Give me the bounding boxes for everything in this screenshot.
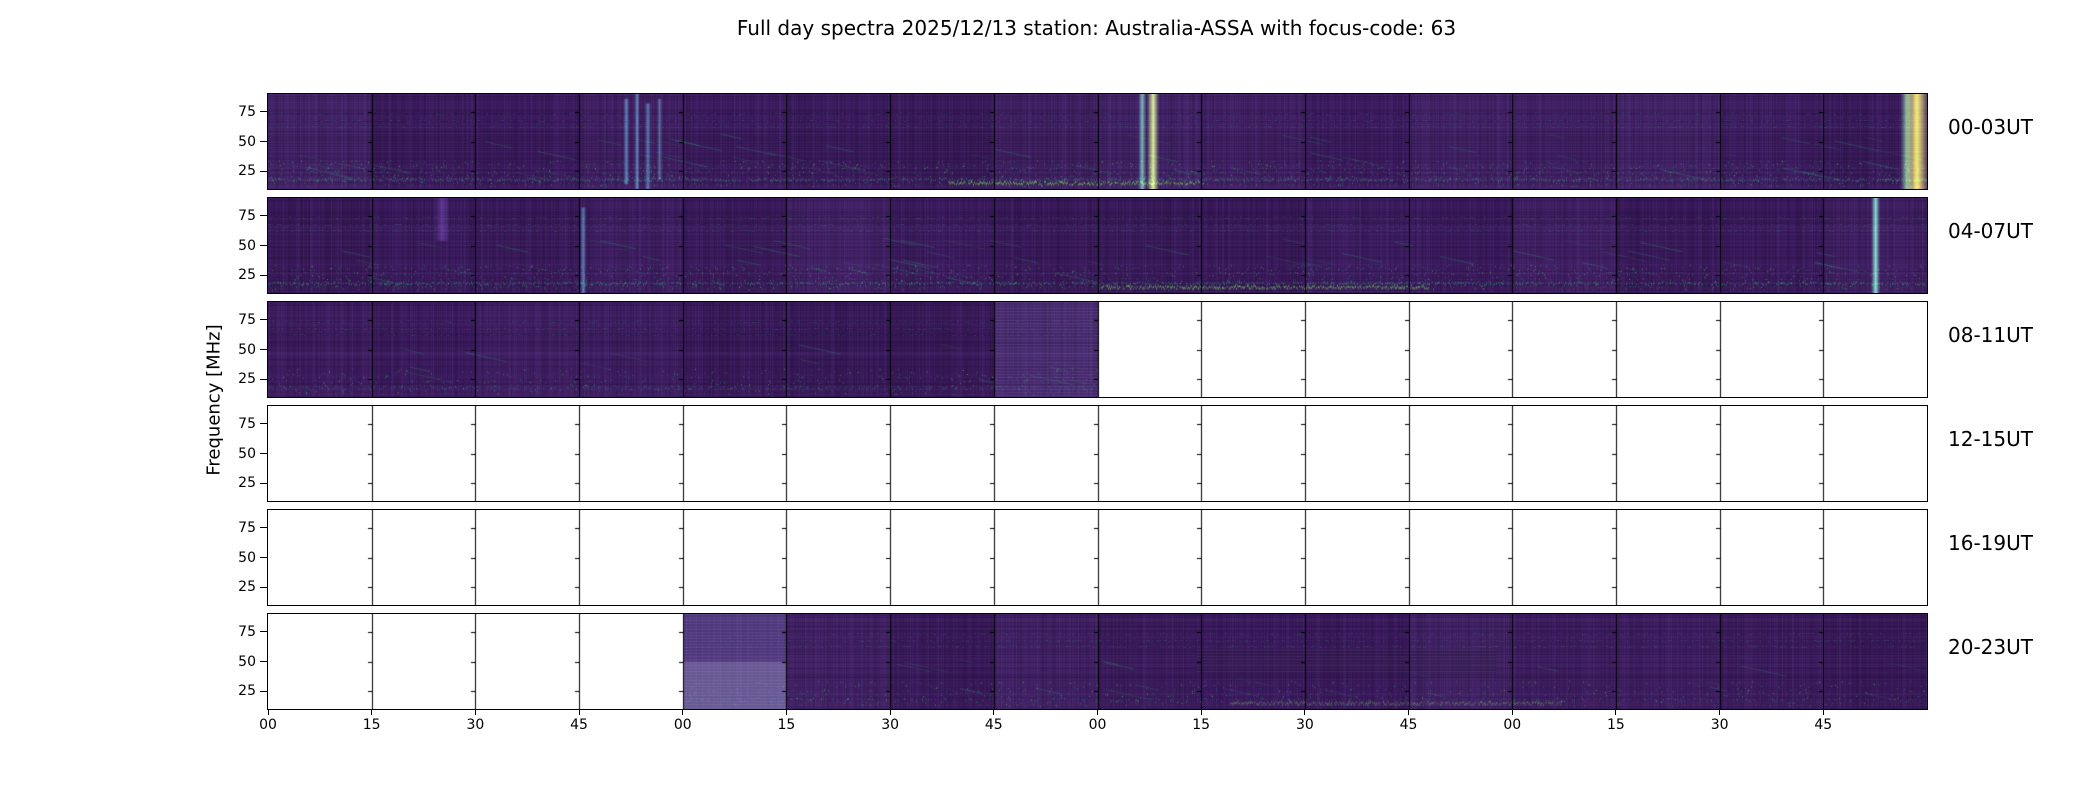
spectrogram-canvas-16-19 <box>268 510 1927 605</box>
y-tick-label: 25 <box>238 683 256 700</box>
x-tick-mark <box>474 710 476 715</box>
x-tick-mark <box>1719 710 1721 715</box>
spectrogram-canvas-08-11 <box>268 302 1927 397</box>
x-tick-label: 45 <box>1814 717 1833 733</box>
y-tick-label: 75 <box>238 103 256 120</box>
x-tick-mark <box>371 710 373 715</box>
y-tick-label: 75 <box>238 519 256 536</box>
y-tick-label: 75 <box>238 311 256 328</box>
x-tick-mark <box>889 710 891 715</box>
y-tick-mark <box>260 378 267 380</box>
x-tick-label: 45 <box>570 717 588 733</box>
x-tick-label: 45 <box>1399 717 1418 733</box>
x-tick-label: 30 <box>466 717 485 733</box>
row-label-12-15: 12-15UT <box>1948 427 2033 451</box>
y-tick-mark <box>260 319 267 321</box>
x-tick-label: 00 <box>259 717 277 733</box>
x-tick-label: 30 <box>881 717 900 733</box>
y-tick-label: 75 <box>238 623 256 640</box>
y-tick-label: 50 <box>238 341 256 358</box>
spectrogram-canvas-04-07 <box>268 198 1927 293</box>
x-tick-label: 00 <box>673 717 692 733</box>
spectrogram-canvas-12-15 <box>268 406 1927 501</box>
y-axis-label: Frequency [MHz] <box>203 324 225 476</box>
x-tick-mark <box>1097 710 1098 715</box>
x-tick-label: 15 <box>1607 717 1625 733</box>
y-tick-label: 50 <box>238 237 256 254</box>
y-tick-label: 50 <box>238 445 256 462</box>
y-tick-mark <box>260 453 267 454</box>
x-tick-mark <box>1822 710 1824 715</box>
x-tick-label: 00 <box>1088 717 1107 733</box>
y-tick-mark <box>260 215 267 217</box>
x-tick-mark <box>1304 710 1306 715</box>
row-label-00-03: 00-03UT <box>1948 115 2033 139</box>
row-label-16-19: 16-19UT <box>1948 531 2033 555</box>
y-tick-mark <box>260 690 267 692</box>
x-tick-mark <box>1200 710 1202 715</box>
x-tick-mark <box>1615 710 1617 715</box>
x-tick-mark <box>1408 710 1410 715</box>
y-tick-mark <box>260 482 267 484</box>
y-tick-mark <box>260 349 267 350</box>
x-tick-mark <box>578 710 580 715</box>
spectrogram-canvas-20-23 <box>268 614 1927 709</box>
row-label-08-11: 08-11UT <box>1948 323 2033 347</box>
x-tick-label: 30 <box>1710 717 1729 733</box>
x-tick-mark <box>785 710 787 715</box>
y-tick-mark <box>260 586 267 588</box>
x-tick-label: 15 <box>1192 717 1211 733</box>
x-tick-mark <box>1511 710 1513 715</box>
y-tick-mark <box>260 111 267 113</box>
y-tick-label: 25 <box>238 579 256 596</box>
spectrogram-row-08-11 <box>267 301 1928 398</box>
spectrogram-row-12-15 <box>267 405 1928 502</box>
x-tick-mark <box>993 710 995 715</box>
spectrogram-canvas-00-03 <box>268 94 1927 189</box>
y-tick-mark <box>260 423 267 425</box>
y-tick-label: 50 <box>238 549 256 566</box>
figure-title: Full day spectra 2025/12/13 station: Aus… <box>736 16 1457 40</box>
x-tick-mark <box>267 710 269 715</box>
y-tick-label: 25 <box>238 163 256 180</box>
y-tick-label: 75 <box>238 207 256 224</box>
y-tick-label: 25 <box>238 475 256 492</box>
row-label-20-23: 20-23UT <box>1948 635 2033 659</box>
x-tick-label: 30 <box>1295 717 1314 733</box>
y-tick-label: 25 <box>238 267 256 284</box>
y-tick-label: 50 <box>238 653 256 670</box>
x-tick-label: 00 <box>1503 717 1522 733</box>
y-tick-mark <box>260 141 267 142</box>
y-tick-mark <box>260 274 267 276</box>
x-tick-label: 15 <box>777 717 796 733</box>
spectrogram-row-20-23 <box>267 613 1928 710</box>
y-tick-label: 25 <box>238 371 256 388</box>
spectrogram-row-04-07 <box>267 197 1928 294</box>
x-tick-label: 45 <box>984 717 1003 733</box>
x-tick-label: 15 <box>362 717 381 733</box>
y-tick-mark <box>260 245 267 246</box>
y-tick-mark <box>260 557 267 558</box>
spectrogram-row-00-03 <box>267 93 1928 190</box>
x-tick-mark <box>682 710 684 715</box>
row-label-04-07: 04-07UT <box>1948 219 2033 243</box>
spectrogram-row-16-19 <box>267 509 1928 606</box>
y-tick-mark <box>260 631 267 633</box>
y-tick-mark <box>260 170 267 172</box>
y-tick-mark <box>260 661 267 662</box>
y-tick-label: 50 <box>238 133 256 150</box>
y-tick-mark <box>260 527 267 529</box>
y-tick-label: 75 <box>238 415 256 432</box>
